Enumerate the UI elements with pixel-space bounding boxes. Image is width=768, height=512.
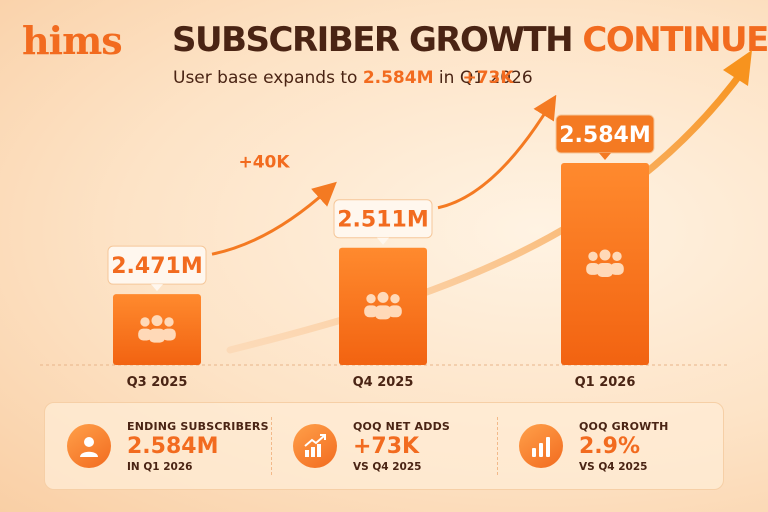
stat-value: +73K [353,433,420,459]
user-icon [67,424,111,468]
trend-arrow [226,50,752,354]
subtitle-value: 2.584M [362,68,434,88]
hims-logo: hims [22,18,123,63]
growth-chart-icon [293,424,337,468]
page-title: SUBSCRIBER GROWTH CONTINUES [172,20,768,60]
people-group-icon [138,315,176,343]
value-label: 2.511M [337,208,428,233]
people-group-icon [586,249,624,277]
category-label: Q1 2026 [575,375,636,390]
stats-panel: ENDING SUBSCRIBERS 2.584M IN Q1 2026 QOQ… [44,402,724,490]
stat-label: ENDING SUBSCRIBERS [127,419,269,433]
increment-arrow [211,181,337,256]
callout-pointer [377,237,389,245]
stat-qoq-net-adds: QOQ NET ADDS +73K VS Q4 2025 [271,403,497,489]
stat-note: VS Q4 2025 [353,460,422,473]
value-label: 2.471M [111,254,202,279]
subscriber-bar-chart: 2.471M Q3 2025 2.511M Q4 2025 2.584M Q1 2026 +… [40,50,752,390]
stat-label: QOQ NET ADDS [353,419,451,433]
stat-ending-subscribers: ENDING SUBSCRIBERS 2.584M IN Q1 2026 [45,403,271,489]
people-group-icon [364,291,402,320]
increment-label: +73K [462,68,514,88]
stat-value: 2.584M [127,433,219,459]
category-label: Q4 2025 [353,375,414,390]
stat-value: 2.9% [579,433,641,459]
callout-pointer [599,153,611,160]
increment-label: +40K [238,153,290,173]
stat-qoq-growth: QOQ GROWTH 2.9% VS Q4 2025 [497,403,723,489]
stat-label: QOQ GROWTH [579,419,669,433]
subtitle-prefix: User base expands to [173,68,363,88]
increment-arrow [437,94,557,210]
title-accent: CONTINUES [582,20,768,60]
bar-chart-icon [519,424,563,468]
value-label: 2.584M [559,123,650,148]
callout-pointer [151,284,163,292]
stat-note: VS Q4 2025 [579,460,648,473]
category-label: Q3 2025 [127,375,188,390]
subtitle-suffix: in Q1 2026 [433,68,533,88]
title-main: SUBSCRIBER GROWTH [172,20,583,60]
page-subtitle: User base expands to 2.584M in Q1 2026 [173,68,533,88]
stat-note: IN Q1 2026 [127,460,193,473]
